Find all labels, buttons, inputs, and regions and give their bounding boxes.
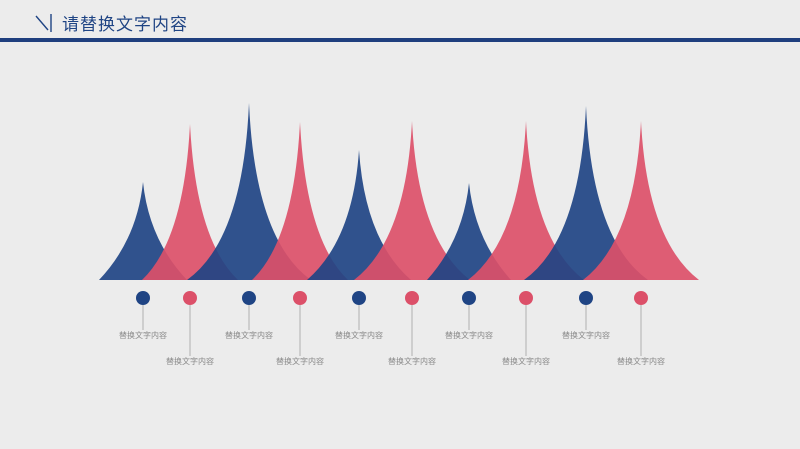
- timeline-label: 替换文字内容: [445, 330, 493, 340]
- peak-3: [187, 103, 311, 280]
- slide-title: 请替换文字内容: [62, 15, 188, 35]
- slash-corner-icon: [35, 14, 52, 32]
- timeline-label: 替换文字内容: [276, 356, 324, 366]
- timeline-dot: [136, 291, 150, 305]
- peak-6: [354, 121, 470, 280]
- peak-7: [427, 183, 511, 280]
- peak-10: [583, 121, 699, 280]
- peak-2: [142, 124, 238, 280]
- slide-header: 请替换文字内容: [0, 0, 800, 44]
- timeline-dot: [634, 291, 648, 305]
- timeline-label: 替换文字内容: [388, 356, 436, 366]
- timeline-dot: [519, 291, 533, 305]
- timeline-dot: [352, 291, 366, 305]
- header-rule: [0, 38, 800, 42]
- timeline-label: 替换文字内容: [166, 356, 214, 366]
- timeline-label: 替换文字内容: [335, 330, 383, 340]
- timeline-dot: [183, 291, 197, 305]
- timeline-dot: [405, 291, 419, 305]
- timeline-label: 替换文字内容: [562, 330, 610, 340]
- timeline-label: 替换文字内容: [502, 356, 550, 366]
- timeline-label: 替换文字内容: [617, 356, 665, 366]
- peak-9: [524, 106, 648, 280]
- timeline-label: 替换文字内容: [225, 330, 273, 340]
- timeline-dot: [242, 291, 256, 305]
- timeline-dot: [462, 291, 476, 305]
- timeline-dot: [579, 291, 593, 305]
- peak-4: [252, 122, 348, 280]
- timeline-label: 替换文字内容: [119, 330, 167, 340]
- timeline-dot: [293, 291, 307, 305]
- peak-5: [307, 150, 411, 280]
- peak-8: [468, 121, 584, 280]
